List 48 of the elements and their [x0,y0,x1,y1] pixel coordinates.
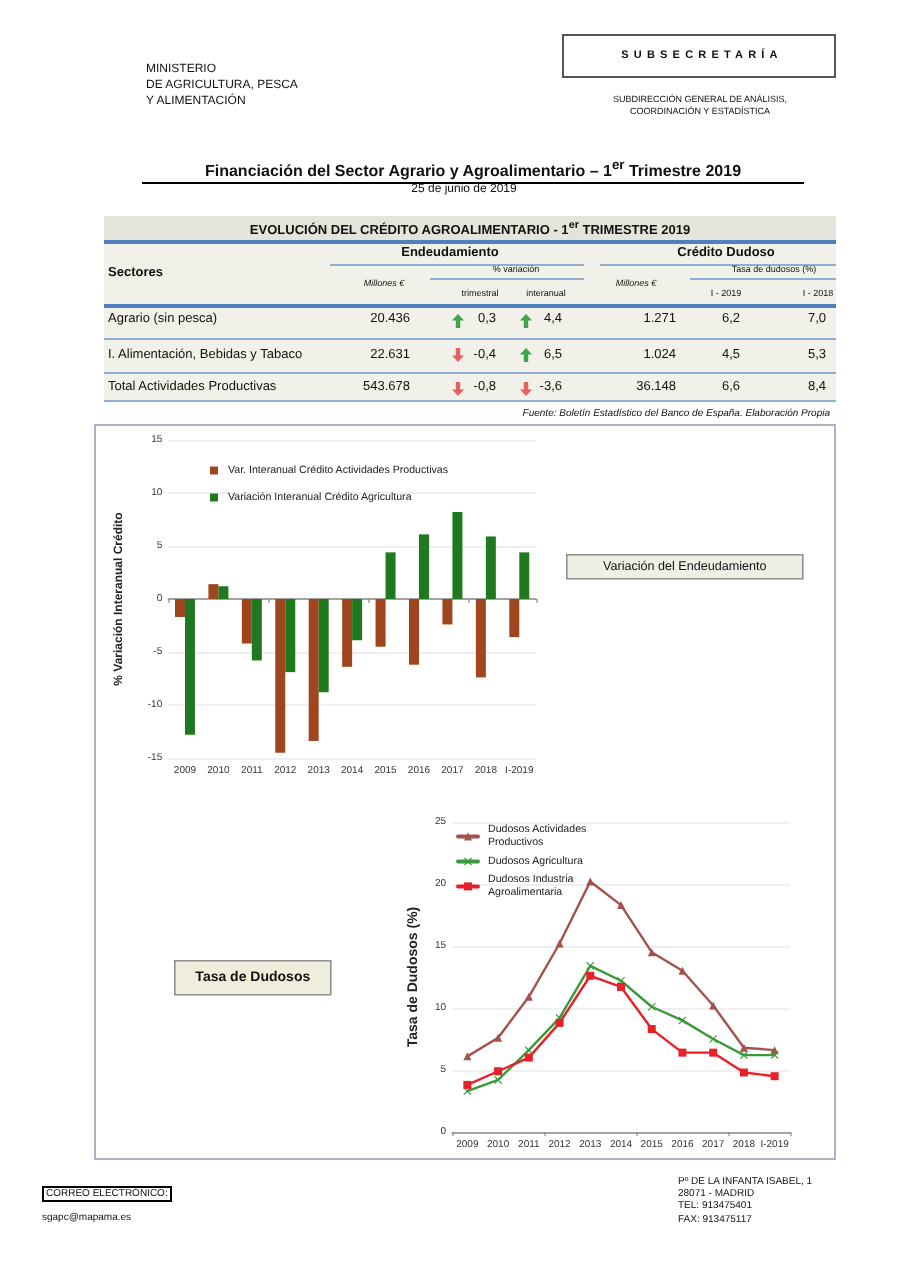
point [524,1053,533,1062]
point [739,1043,748,1052]
point [524,1046,533,1055]
bar [475,599,486,678]
point [586,971,595,980]
bar [241,599,252,644]
point [555,939,564,948]
point [494,1067,503,1076]
point [494,1033,503,1042]
point [739,1051,748,1060]
bar [352,599,363,641]
point [647,1025,656,1034]
point [586,877,595,886]
point [678,966,687,975]
point [739,1068,748,1077]
point [678,1048,687,1057]
bar [485,536,496,599]
point [647,1002,656,1011]
bar [519,552,530,599]
point [617,982,625,991]
bar [275,599,286,753]
point [709,1001,718,1010]
bar [285,599,296,673]
point [709,1048,718,1057]
bar [408,599,419,665]
bar [174,599,185,618]
bar [452,512,463,599]
bar [442,599,453,625]
bar [342,599,353,667]
line-series [463,877,779,1061]
bar [318,599,329,693]
bar [308,599,319,742]
bar [184,599,195,735]
bar [418,534,429,599]
point [617,901,625,910]
bar [218,586,229,599]
point [770,1051,779,1060]
point [463,1080,472,1089]
bar [375,599,386,647]
bar [385,552,396,599]
point [555,1018,564,1027]
point [586,961,595,970]
point [524,992,533,1001]
bar [509,599,520,638]
bar [208,584,219,599]
text: Financiación del Sector Agrario y Agroalimentario – 1$^{er}$ Trimestre 2019 [204,158,742,180]
point [770,1072,779,1081]
bar [251,599,262,661]
